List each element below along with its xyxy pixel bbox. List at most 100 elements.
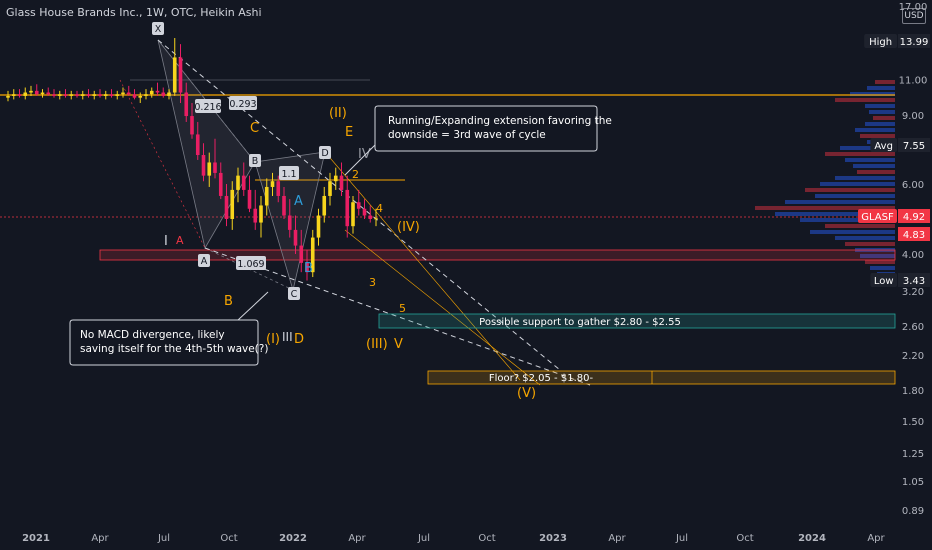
harmonic-points: X A B C D xyxy=(152,22,331,300)
time-tick-label: Oct xyxy=(220,533,237,544)
badge-value: 4.83 xyxy=(903,230,925,241)
badge-value: 13.99 xyxy=(900,37,929,48)
badge-value: 7.55 xyxy=(903,141,925,152)
wave-channel-line-2 xyxy=(344,229,541,386)
time-tick-label: Oct xyxy=(478,533,495,544)
candle-body xyxy=(351,202,355,227)
fib-pill xyxy=(229,96,257,110)
volume-profile-bar xyxy=(825,152,895,156)
volume-profile-bar xyxy=(835,98,895,102)
candle-body xyxy=(305,262,309,273)
candle-body xyxy=(17,94,22,96)
wave-label-blue: A xyxy=(294,194,303,209)
wave-label: 2 xyxy=(352,168,359,181)
wave-label: (III) xyxy=(366,337,388,352)
candle-body xyxy=(253,208,258,223)
candle-body xyxy=(247,189,252,209)
fib-pill xyxy=(195,99,221,113)
volume-profile-bar xyxy=(820,182,895,186)
price-tick-label: 11.00 xyxy=(899,76,928,87)
candle-body xyxy=(109,94,114,96)
callout-left-box xyxy=(69,319,259,366)
badge-label: High xyxy=(869,37,892,48)
callout-left-text: saving itself for the 4th-5th wave(?) xyxy=(80,343,268,355)
wave-label: (I) xyxy=(266,332,280,347)
wave-label: C xyxy=(250,121,259,136)
time-tick-label: 2023 xyxy=(539,533,567,544)
wave-label-blue: B xyxy=(304,261,313,276)
price-tick-label: 2.20 xyxy=(902,351,924,362)
upper-trendline xyxy=(157,39,561,371)
candle-body xyxy=(322,195,327,216)
price-tick-label: 1.50 xyxy=(902,417,924,428)
candle-body xyxy=(230,189,235,219)
volume-profile-bar xyxy=(775,212,895,216)
volume-profile-bar xyxy=(805,188,895,192)
candle-body xyxy=(345,189,350,227)
badge-label-bg xyxy=(870,138,897,152)
callout-left-text: No MACD divergence, likely xyxy=(80,329,225,341)
candle-body xyxy=(161,92,166,96)
fib-pill xyxy=(236,256,266,270)
wave-label-i: I xyxy=(164,234,168,249)
candle-body xyxy=(115,94,120,96)
wave-label: (V) xyxy=(517,386,536,401)
badge-label-bg xyxy=(864,34,897,48)
candle-body xyxy=(299,245,304,263)
volume-profile xyxy=(755,80,895,276)
candle-body xyxy=(46,92,51,95)
volume-profile-bar xyxy=(873,116,895,120)
volume-profile-bar xyxy=(865,122,895,126)
badge-value-bg xyxy=(898,209,930,223)
point-x-label: X xyxy=(155,24,162,35)
candle-body xyxy=(282,195,286,216)
candle-body xyxy=(339,175,344,190)
diagonal-dotted-line xyxy=(119,79,206,249)
time-tick-label: Apr xyxy=(867,533,885,544)
volume-profile-bar xyxy=(845,242,895,246)
fib-pill xyxy=(279,166,299,180)
volume-profile-bar xyxy=(857,170,895,174)
volume-profile-bar xyxy=(845,158,895,162)
badge-label: GLASF xyxy=(861,212,894,223)
callout-left-pointer xyxy=(237,291,269,321)
wave-label: V xyxy=(394,337,403,352)
volume-profile-bar xyxy=(755,206,895,210)
volume-profile-bar xyxy=(850,92,895,96)
price-tick-label: 0.89 xyxy=(902,506,924,517)
candle-body xyxy=(264,186,269,206)
currency-button[interactable]: USD xyxy=(902,8,926,24)
price-tick-label: 9.00 xyxy=(902,111,924,122)
point-c-label: C xyxy=(291,289,298,300)
time-tick-label: Apr xyxy=(608,533,626,544)
callout-right-pointer xyxy=(344,144,376,176)
candle-body xyxy=(29,90,33,93)
price-axis[interactable]: 17.00 11.00 9.00 6.00 4.00 3.20 2.60 2.20 1.80 1.… xyxy=(899,2,928,517)
wave-label: (II) xyxy=(329,106,347,121)
price-badges: High 13.99 Avg 7.55 GLASF 4.92 4.83 Low 3.43 xyxy=(858,34,930,287)
wave-label-iii-white: III xyxy=(282,330,293,344)
price-tick-label: 1.80 xyxy=(902,386,924,397)
candle-body xyxy=(172,57,177,93)
volume-profile-bar xyxy=(867,86,895,90)
wave-label: 3 xyxy=(369,276,376,289)
volume-profile-bar xyxy=(825,224,895,228)
volume-profile-bar xyxy=(875,80,895,84)
price-tick-label: 1.25 xyxy=(902,449,924,460)
badge-value: 3.43 xyxy=(903,276,925,287)
volume-profile-bar xyxy=(815,194,895,198)
price-tick-label: 6.00 xyxy=(902,180,924,191)
candle-body xyxy=(224,195,229,219)
floor-zone-label: Floor? $2.05 - $1.80- xyxy=(489,373,594,384)
badge-value-bg xyxy=(898,34,930,48)
time-tick-label: Oct xyxy=(736,533,753,544)
candle-body xyxy=(310,237,315,273)
badge-label-bg xyxy=(870,273,897,287)
point-x-marker xyxy=(152,22,164,35)
candle-body xyxy=(201,155,206,176)
time-axis[interactable]: 2021 Apr Jul Oct 2022 Apr Jul Oct 2023 Apr Jul Oct 2… xyxy=(22,533,885,544)
callout-right-text: downside = 3rd wave of cycle xyxy=(388,129,546,141)
candle-body xyxy=(316,215,321,238)
wave-label: D xyxy=(294,332,304,347)
